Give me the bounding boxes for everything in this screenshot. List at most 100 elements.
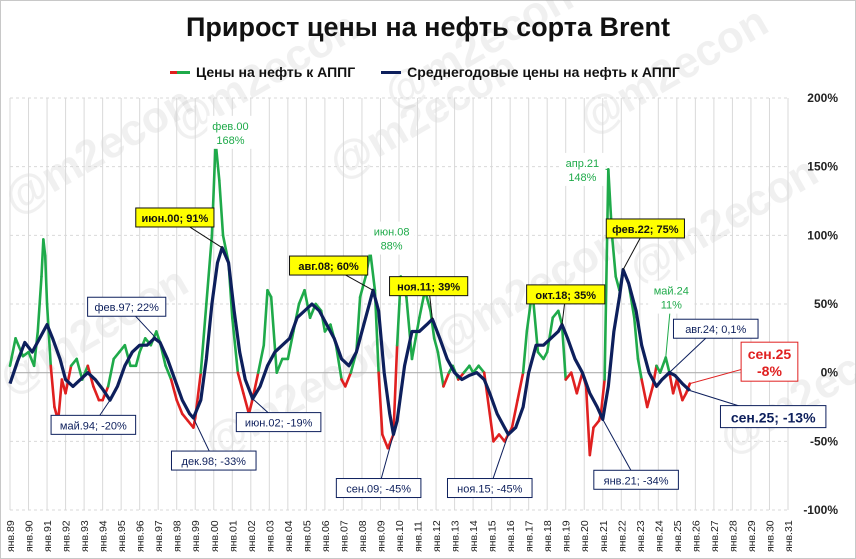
y-tick-label: -100% bbox=[803, 503, 838, 517]
callout-leader bbox=[602, 419, 637, 481]
x-tick-label: янв.08 bbox=[357, 520, 369, 552]
callout-label: фев.00 bbox=[212, 121, 248, 133]
x-tick-label: янв.15 bbox=[487, 520, 499, 552]
watermark-0: @m2econ bbox=[0, 77, 201, 224]
legend-label-annual: Среднегодовые цены на нефть к АППГ bbox=[407, 64, 680, 80]
chart-title: Прирост цены на нефть сорта Brent bbox=[186, 12, 670, 42]
monthly-series-segment bbox=[247, 397, 254, 416]
x-tick-label: янв.29 bbox=[746, 520, 758, 552]
monthly-series-segment bbox=[436, 350, 445, 388]
callout-label: авг.08; 60% bbox=[298, 261, 359, 273]
monthly-series-segment bbox=[164, 364, 173, 381]
monthly-series-segment bbox=[42, 238, 47, 258]
callout-label: 168% bbox=[216, 135, 244, 147]
monthly-series-segment bbox=[297, 288, 306, 306]
callout-label: июн.00; 91% bbox=[141, 213, 208, 225]
callout-label: июн.02; -19% bbox=[245, 418, 313, 430]
monthly-series-segment bbox=[377, 371, 384, 436]
monthly-series-segment bbox=[49, 364, 56, 409]
x-tick-label: янв.04 bbox=[283, 520, 295, 552]
monthly-series-segment bbox=[521, 330, 529, 374]
x-tick-label: янв.10 bbox=[394, 520, 406, 552]
x-tick-label: янв.01 bbox=[227, 520, 239, 552]
x-tick-label: янв.09 bbox=[375, 520, 387, 552]
monthly-series-segment bbox=[45, 302, 53, 368]
callout-label: сен.25; -13% bbox=[731, 410, 816, 426]
monthly-series-segment bbox=[218, 179, 225, 237]
monthly-series-segment bbox=[557, 309, 564, 326]
x-tick-label: янв.94 bbox=[98, 520, 110, 552]
monthly-series-segment bbox=[242, 391, 251, 416]
callout-label: июн.08 bbox=[374, 227, 410, 239]
x-tick-label: янв.14 bbox=[468, 520, 480, 552]
y-tick-label: 100% bbox=[807, 228, 838, 242]
monthly-series-segment bbox=[169, 378, 179, 402]
callout-box bbox=[446, 478, 533, 499]
monthly-series-segment bbox=[584, 385, 592, 457]
monthly-series-segment bbox=[560, 323, 568, 381]
x-tick-label: янв.05 bbox=[301, 520, 313, 552]
y-tick-label: 150% bbox=[807, 160, 838, 174]
monthly-series-segment bbox=[106, 357, 116, 388]
monthly-series-segment bbox=[488, 412, 495, 443]
monthly-series-segment bbox=[603, 168, 610, 381]
x-tick-label: янв.19 bbox=[561, 520, 573, 552]
monthly-series-segment bbox=[92, 385, 101, 402]
monthly-series-segment bbox=[658, 356, 668, 374]
callout-label: сен.09; -45% bbox=[346, 484, 411, 496]
legend-item-annual: Среднегодовые цены на нефть к АППГ bbox=[381, 64, 680, 80]
monthly-series-segment bbox=[675, 378, 684, 402]
x-tick-label: янв.25 bbox=[672, 520, 684, 552]
monthly-series-segment bbox=[358, 275, 367, 299]
monthly-series-segment bbox=[192, 416, 197, 429]
x-tick-label: янв.06 bbox=[320, 520, 332, 552]
y-tick-label: 0% bbox=[821, 366, 839, 380]
x-tick-label: янв.22 bbox=[616, 520, 628, 552]
monthly-series-segment bbox=[75, 357, 84, 381]
callout-box bbox=[672, 318, 759, 339]
callout-box bbox=[170, 450, 257, 471]
y-tick-label: 200% bbox=[807, 91, 838, 105]
monthly-series-segment bbox=[664, 356, 671, 374]
x-tick-label: янв.27 bbox=[709, 520, 721, 552]
x-tick-label: янв.93 bbox=[79, 520, 91, 552]
x-tick-label: янв.00 bbox=[209, 520, 221, 552]
monthly-series-segment bbox=[610, 234, 618, 278]
legend: Цены на нефть к АППГ Среднегодовые цены … bbox=[170, 62, 706, 82]
monthly-series-segment bbox=[640, 378, 649, 409]
x-tick-label: янв.21 bbox=[598, 520, 610, 552]
watermark-5: @m2econ bbox=[196, 322, 402, 469]
monthly-series-segment bbox=[536, 350, 545, 361]
monthly-series-segment bbox=[134, 350, 141, 368]
monthly-series-segment bbox=[392, 343, 399, 436]
monthly-series-segment bbox=[262, 288, 269, 347]
callout-label: авг.24; 0,1% bbox=[685, 324, 746, 336]
x-tick-label: янв.91 bbox=[42, 520, 54, 552]
callout-box bbox=[50, 414, 137, 435]
monthly-series-segment bbox=[492, 433, 501, 443]
callout-box bbox=[648, 280, 695, 314]
x-tick-label: янв.24 bbox=[653, 520, 665, 552]
legend-swatch-annual bbox=[381, 70, 402, 74]
monthly-series-segment bbox=[588, 426, 595, 457]
monthly-series-segment bbox=[269, 295, 279, 374]
callout-label: -8% bbox=[757, 363, 782, 379]
x-tick-label: янв.16 bbox=[505, 520, 517, 552]
legend-item-monthly: Цены на нефть к АППГ bbox=[170, 64, 355, 80]
x-tick-label: янв.11 bbox=[413, 521, 425, 552]
monthly-series-segment bbox=[343, 371, 353, 388]
monthly-series-segment bbox=[575, 371, 584, 395]
callout-label: янв.21; -34% bbox=[604, 475, 669, 487]
callout-box bbox=[87, 296, 167, 317]
callout-label: фев.22; 75% bbox=[612, 224, 679, 236]
x-tick-label: янв.02 bbox=[246, 520, 258, 552]
callout-box bbox=[526, 284, 606, 305]
monthly-series-segment bbox=[668, 371, 675, 395]
callout-box bbox=[593, 469, 679, 490]
x-tick-label: янв.89 bbox=[5, 520, 17, 552]
x-tick-label: янв.31 bbox=[783, 520, 795, 552]
legend-label-monthly: Цены на нефть к АППГ bbox=[196, 64, 356, 80]
monthly-series-segment bbox=[545, 316, 555, 354]
x-tick-label: янв.26 bbox=[690, 520, 702, 552]
